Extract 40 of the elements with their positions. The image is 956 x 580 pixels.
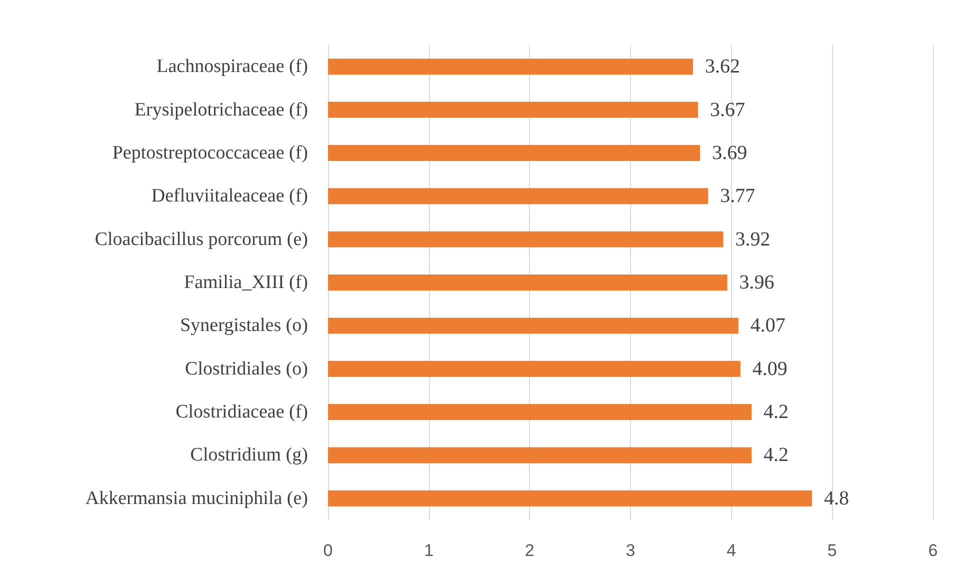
data-label: 4.09 [752, 358, 788, 380]
bar [328, 274, 728, 290]
y-tick-label: Synergistales (o) [180, 315, 308, 336]
y-tick-label: Defluviitaleaceae (f) [151, 186, 308, 207]
data-label: 4.07 [750, 314, 786, 337]
bar [328, 447, 752, 464]
y-tick-label: Clostridiaceae (f) [176, 402, 308, 423]
data-label: 3.67 [710, 98, 746, 121]
x-tick-label: 0 [323, 541, 333, 560]
y-tick-label: Cloacibacillus porcorum (e) [94, 228, 308, 250]
x-tick-label: 1 [424, 541, 434, 560]
y-tick-label: Akkermansia muciniphila (e) [85, 488, 308, 509]
bar [328, 144, 700, 161]
x-tick-label: 6 [928, 541, 938, 560]
y-tick-label: Peptostreptococcaceae (f) [112, 142, 308, 164]
data-label: 3.62 [705, 56, 740, 78]
bar [328, 360, 740, 377]
x-tick-label: 4 [726, 541, 736, 560]
bar [328, 490, 812, 506]
y-tick-label: Lachnospiraceae (f) [156, 56, 308, 78]
x-tick-label: 5 [827, 541, 837, 560]
data-label: 4.2 [764, 444, 788, 466]
bar [328, 188, 708, 204]
bar [328, 102, 698, 118]
y-tick-label: Clostridium (g) [190, 444, 308, 466]
x-tick-label: 3 [626, 541, 636, 560]
data-label: 4.8 [824, 487, 849, 510]
data-label: 4.2 [764, 401, 788, 424]
y-tick-label: Erysipelotrichaceae (f) [134, 99, 308, 120]
y-tick-label: Clostridiales (o) [185, 358, 308, 380]
x-tick-label: 2 [524, 541, 534, 560]
data-label: 3.77 [720, 185, 756, 208]
data-label: 3.92 [735, 228, 770, 250]
bar [328, 318, 738, 334]
bar [328, 404, 752, 420]
data-label: 3.69 [712, 142, 748, 164]
y-tick-label: Familia_XIII (f) [184, 272, 308, 293]
data-label: 3.96 [739, 272, 774, 294]
bar [328, 231, 724, 248]
bar [328, 58, 694, 75]
